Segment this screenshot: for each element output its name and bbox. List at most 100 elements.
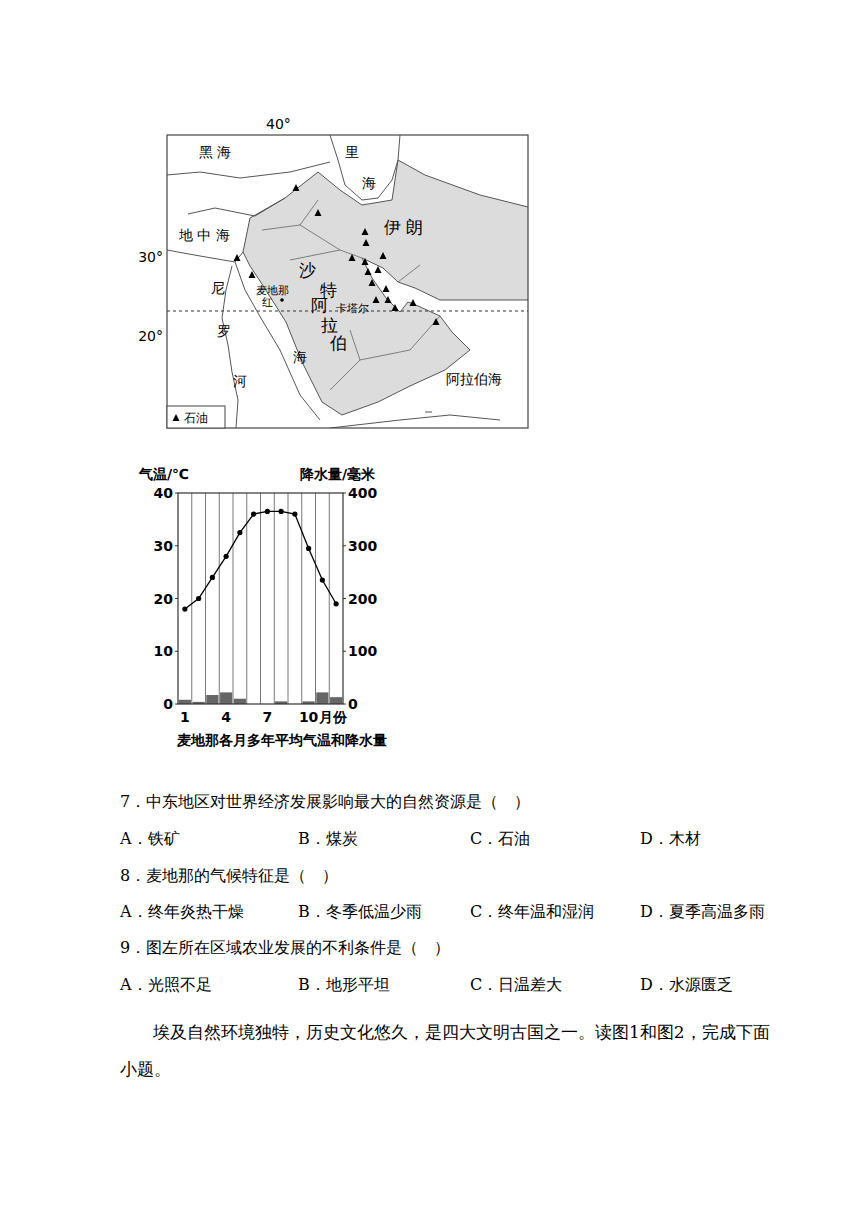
map-label: 卡塔尔 — [336, 302, 369, 315]
plot-frame — [178, 493, 343, 704]
temperature-point — [292, 511, 297, 516]
question-option: B．地形平坦 — [298, 975, 390, 994]
precip-bar — [220, 692, 232, 704]
grid-line — [205, 493, 206, 704]
oil-symbol — [315, 209, 322, 216]
question-option: C．日温差大 — [470, 975, 562, 994]
page: 40°30°20°黑 海里海伊 朗地 中 海沙特阿拉伯尼麦地那红卡塔尔罗海河阿拉… — [0, 0, 860, 1216]
precip-bar — [206, 695, 218, 704]
precip-bar — [179, 700, 191, 704]
map-label: 红 — [262, 296, 273, 309]
map-label: 海 — [362, 175, 376, 191]
y2-tick — [343, 598, 346, 599]
grid-line — [274, 493, 275, 704]
y2-axis-title: 降水量/毫米 — [300, 466, 376, 482]
oil-symbol — [362, 258, 369, 265]
y-tick-label: 10 — [154, 643, 174, 659]
climate-chart: 气温/℃降水量/毫米010203040010020030040014710月份麦… — [138, 466, 387, 748]
oil-symbol — [293, 184, 300, 191]
grid-line — [233, 493, 234, 704]
plot-area — [179, 493, 342, 704]
red-sea-coast — [235, 262, 320, 420]
map-label: 阿拉伯海 — [446, 371, 502, 387]
map: 40°30°20°黑 海里海伊 朗地 中 海沙特阿拉伯尼麦地那红卡塔尔罗海河阿拉… — [138, 116, 540, 428]
temperature-point — [210, 575, 215, 580]
oil-symbol — [234, 254, 241, 261]
grid-line — [288, 493, 289, 704]
map-label: 沙 — [299, 260, 316, 280]
shaded-land — [243, 160, 528, 415]
y2-tick — [343, 545, 346, 546]
map-label: 海 — [293, 349, 307, 365]
question-option: B．冬季低温少雨 — [298, 902, 422, 921]
oil-symbol — [383, 285, 390, 292]
y-tick — [175, 598, 178, 599]
temperature-line — [185, 511, 336, 609]
map-label: 地 中 海 — [178, 227, 230, 243]
x-axis-title: 月份 — [318, 709, 348, 725]
oil-symbol — [365, 268, 372, 275]
passage-line: 埃及自然环境独特，历史文化悠久，是四大文明古国之一。读图1和图2，完成下面 — [152, 1022, 770, 1042]
map-body — [167, 135, 528, 428]
city-dot — [280, 298, 284, 302]
y2-tick-label: 100 — [348, 643, 377, 659]
question-option: A．终年炎热干燥 — [119, 902, 244, 921]
precip-bar — [234, 699, 246, 704]
temperature-point — [334, 601, 339, 606]
temperature-point — [196, 596, 201, 601]
passage-line: 小题。 — [120, 1059, 171, 1079]
temperature-point — [224, 554, 229, 559]
grid-line — [329, 493, 330, 704]
map-frame — [167, 135, 528, 428]
y-tick — [175, 545, 178, 546]
question-option: A．光照不足 — [119, 975, 212, 994]
oil-symbol — [392, 304, 399, 311]
map-label: 拉 — [321, 315, 338, 335]
grid-line — [315, 493, 316, 704]
questions: 7．中东地区对世界经济发展影响最大的自然资源是（ ）A．铁矿B．煤炭C．石油D．… — [119, 792, 770, 1079]
map-label: 伊 朗 — [384, 217, 423, 237]
oil-symbol — [385, 296, 392, 303]
question-option: B．煤炭 — [298, 829, 358, 848]
legend-symbol — [173, 414, 180, 421]
caspian-coast — [330, 135, 400, 200]
map-label: 罗 — [217, 323, 231, 339]
grid-line — [301, 493, 302, 704]
question-option: D．水源匮乏 — [640, 975, 733, 994]
y-axis-title: 气温/℃ — [138, 466, 189, 482]
chart-title: 麦地那各月多年平均气温和降水量 — [176, 732, 387, 748]
oil-symbol — [349, 254, 356, 261]
coastline — [167, 162, 330, 262]
y-tick-label: 40 — [154, 485, 174, 501]
question-option: C．终年温和湿润 — [470, 902, 594, 921]
oil-symbol — [433, 318, 440, 325]
x-tick-label: 4 — [221, 709, 231, 725]
y2-tick-label: 0 — [348, 696, 358, 712]
grid-line — [219, 493, 220, 704]
precip-bar — [330, 697, 342, 704]
precip-bar — [316, 692, 328, 704]
x-tick-label: 10 — [299, 709, 319, 725]
x-tick-label: 7 — [263, 709, 273, 725]
background — [0, 0, 860, 1216]
grid-line — [191, 493, 192, 704]
oil-symbol — [363, 239, 370, 246]
y2-tick — [343, 704, 346, 705]
latitude-label: 30° — [138, 249, 163, 265]
y-tick-label: 20 — [154, 591, 174, 607]
question-option: C．石油 — [470, 829, 530, 848]
temperature-point — [320, 577, 325, 582]
y2-tick — [343, 493, 346, 494]
y-tick-label: 0 — [163, 696, 173, 712]
legend-label: 石油 — [184, 411, 208, 425]
y2-tick-label: 400 — [348, 485, 377, 501]
y2-tick-label: 300 — [348, 538, 377, 554]
oil-symbol — [375, 266, 382, 273]
temperature-point — [182, 606, 187, 611]
y-tick — [175, 651, 178, 652]
map-label: 里 — [345, 144, 359, 160]
oil-symbol — [410, 299, 417, 306]
y2-tick-label: 200 — [348, 591, 377, 607]
oil-symbol — [369, 279, 376, 286]
question-option: A．铁矿 — [119, 829, 180, 848]
